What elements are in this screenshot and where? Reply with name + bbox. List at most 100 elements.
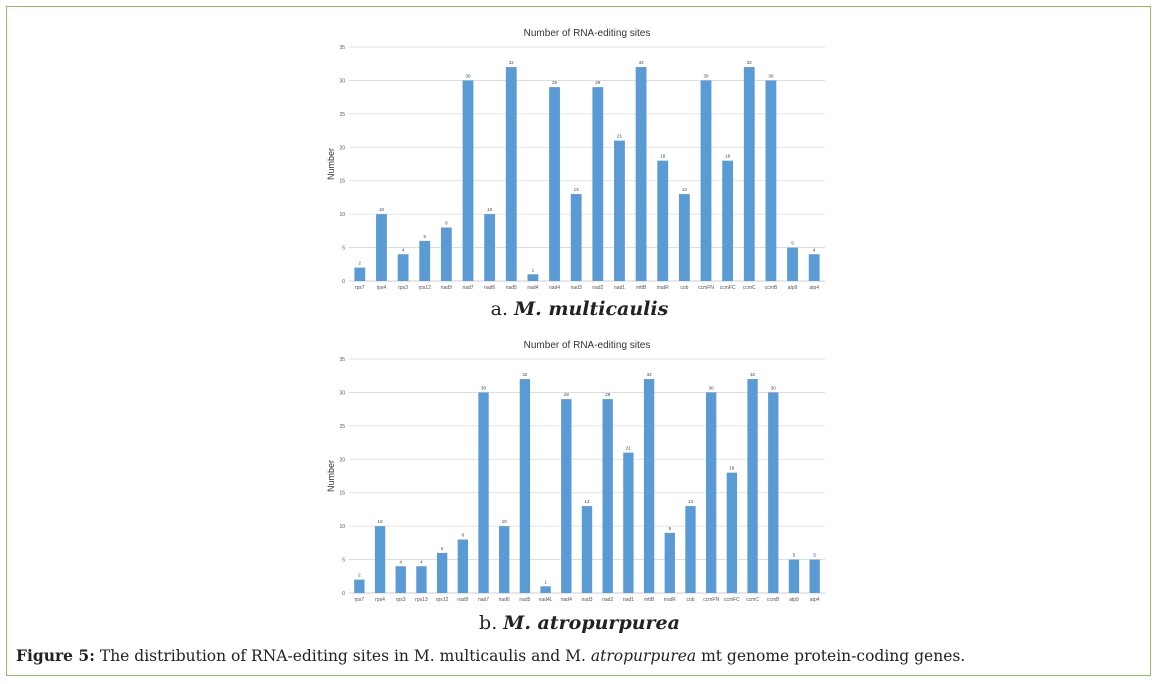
data-label: 30 xyxy=(465,73,471,78)
x-tick-label: rps12 xyxy=(436,597,449,603)
bar xyxy=(397,254,409,281)
bar xyxy=(706,392,717,593)
x-tick-label: matR xyxy=(657,285,669,291)
x-tick-label: nad9 xyxy=(441,285,452,291)
x-tick-label: mttB xyxy=(644,597,655,603)
bar xyxy=(635,67,647,281)
data-label: 4 xyxy=(420,559,423,564)
data-label: 30 xyxy=(768,73,774,78)
bar xyxy=(354,267,366,281)
x-tick-label: cob xyxy=(680,285,688,291)
data-label: 10 xyxy=(379,207,385,212)
y-tick-label: 10 xyxy=(339,212,345,218)
bar xyxy=(395,566,406,593)
data-label: 5 xyxy=(813,553,816,558)
x-tick-label: ccmC xyxy=(746,597,759,603)
bar xyxy=(592,87,604,281)
y-tick-label: 30 xyxy=(339,78,345,84)
bar xyxy=(457,539,468,593)
bar xyxy=(499,526,510,593)
bar xyxy=(354,579,365,593)
x-tick-label: nad4 xyxy=(549,285,560,291)
data-label: 30 xyxy=(771,385,777,390)
data-label: 32 xyxy=(639,60,645,65)
x-tick-label: nad2 xyxy=(592,285,603,291)
data-label: 30 xyxy=(703,73,709,78)
data-label: 32 xyxy=(647,372,653,377)
data-label: 29 xyxy=(552,80,558,85)
x-tick-label: mttB xyxy=(636,285,647,291)
bar xyxy=(527,274,539,281)
bar xyxy=(462,80,474,281)
subcaption-b-prefix: b. xyxy=(479,612,504,634)
x-tick-label: nad3 xyxy=(571,285,582,291)
x-tick-label: nad3 xyxy=(581,597,592,603)
bar xyxy=(519,379,531,593)
x-tick-label: nad4L xyxy=(539,597,553,603)
x-tick-label: atp9 xyxy=(788,285,798,291)
data-label: 6 xyxy=(423,234,426,239)
x-tick-label: atp4 xyxy=(810,597,820,603)
x-tick-label: atp9 xyxy=(789,597,799,603)
x-tick-label: ccmFC xyxy=(720,285,736,291)
y-tick-label: 35 xyxy=(339,357,345,363)
data-label: 4 xyxy=(399,559,402,564)
y-tick-label: 5 xyxy=(342,246,345,252)
bar xyxy=(808,254,820,281)
data-label: 29 xyxy=(564,392,570,397)
x-tick-label: nad5 xyxy=(519,597,530,603)
bar xyxy=(768,392,779,593)
x-tick-label: nad4 xyxy=(561,597,572,603)
data-label: 8 xyxy=(462,533,465,538)
chart-title: Number of RNA-editing sites xyxy=(524,28,651,39)
bar xyxy=(436,552,448,593)
x-tick-label: nad6 xyxy=(484,285,495,291)
data-label: 8 xyxy=(445,221,448,226)
data-label: 13 xyxy=(682,187,688,192)
chart-title: Number of RNA-editing sites xyxy=(524,340,651,351)
data-label: 6 xyxy=(441,546,444,551)
subcaption-b-species: M. atropurpurea xyxy=(503,612,680,634)
y-tick-label: 35 xyxy=(339,45,345,51)
data-label: 29 xyxy=(595,80,601,85)
bar xyxy=(643,379,655,593)
x-tick-label: nad2 xyxy=(602,597,613,603)
x-tick-label: nad7 xyxy=(478,597,489,603)
x-tick-label: rps13 xyxy=(415,597,428,603)
x-tick-label: cob xyxy=(686,597,694,603)
bar xyxy=(540,586,551,593)
bar xyxy=(765,80,777,281)
bar xyxy=(581,506,593,593)
data-label: 1 xyxy=(532,267,535,272)
data-label: 18 xyxy=(725,154,731,159)
x-tick-label: rps7 xyxy=(354,597,364,603)
figure-caption-text: The distribution of RNA-editing sites in… xyxy=(94,647,591,665)
bar xyxy=(700,80,712,281)
y-tick-label: 15 xyxy=(339,179,345,185)
figure-caption-italic: atropurpurea xyxy=(590,647,697,665)
bar xyxy=(374,526,386,593)
data-label: 1 xyxy=(544,579,547,584)
bar xyxy=(376,214,387,281)
y-tick-label: 20 xyxy=(339,457,345,463)
x-tick-label: nad5 xyxy=(506,285,517,291)
x-tick-label: rps7 xyxy=(355,285,365,291)
data-label: 29 xyxy=(605,392,611,397)
y-tick-label: 25 xyxy=(339,424,345,430)
figure-caption: Figure 5: The distribution of RNA-editin… xyxy=(16,646,1146,665)
x-tick-label: nad4 xyxy=(527,285,538,291)
data-label: 10 xyxy=(502,519,508,524)
figure-caption-text-end: mt genome protein-coding genes. xyxy=(696,647,966,665)
bar xyxy=(747,379,758,593)
bar xyxy=(440,227,452,281)
bar xyxy=(722,160,734,281)
bar xyxy=(678,194,690,281)
bar xyxy=(505,67,517,281)
bar xyxy=(602,399,613,593)
data-label: 4 xyxy=(402,247,405,252)
x-tick-label: ccmC xyxy=(743,285,756,291)
y-axis-label: Number xyxy=(326,148,336,180)
subcaption-a-prefix: a. xyxy=(490,298,515,320)
y-tick-label: 5 xyxy=(342,558,345,564)
data-label: 32 xyxy=(509,60,515,65)
